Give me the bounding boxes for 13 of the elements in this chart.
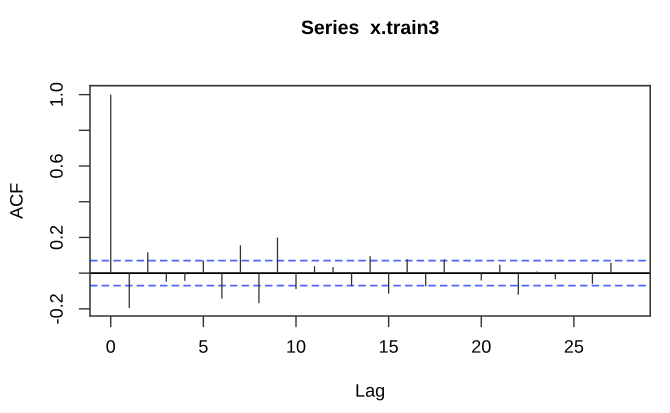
y-axis-title: ACF <box>10 184 23 219</box>
y-tick-label: 0.6 <box>50 154 63 178</box>
x-tick-label: 5 <box>199 340 208 353</box>
x-axis-title: Lag <box>356 384 384 400</box>
y-tick-label: 0.2 <box>50 226 63 250</box>
chart-title: Series x.train3 <box>301 20 439 34</box>
x-tick-label: 15 <box>380 340 398 353</box>
y-tick-label: -0.2 <box>50 294 63 324</box>
y-tick-label: 1.0 <box>50 82 63 106</box>
x-tick-label: 25 <box>564 340 584 353</box>
x-tick-label: 10 <box>287 340 306 353</box>
x-tick-label: 20 <box>472 340 491 353</box>
x-tick-label: 0 <box>106 340 116 353</box>
